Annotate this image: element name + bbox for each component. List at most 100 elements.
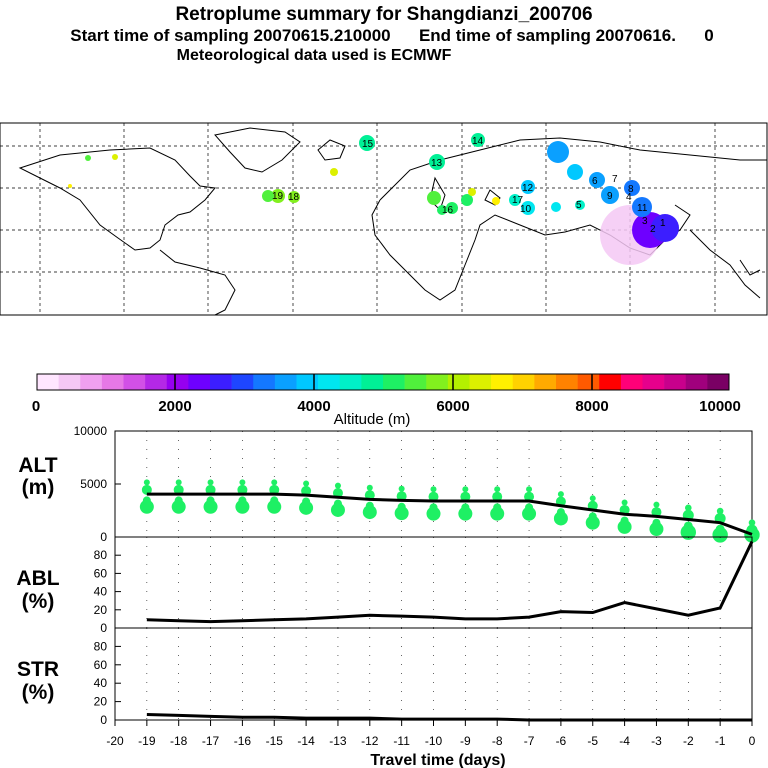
map-label-17: 17 bbox=[512, 195, 524, 206]
x-tick-label: -5 bbox=[587, 734, 598, 748]
alt-point bbox=[175, 479, 182, 486]
map-label-1: 1 bbox=[660, 218, 666, 229]
alt-point bbox=[235, 499, 250, 514]
x-tick-label: -4 bbox=[619, 734, 630, 748]
x-tick-label: 0 bbox=[749, 734, 756, 748]
colorbar-cell bbox=[534, 374, 557, 390]
alt-point bbox=[171, 499, 186, 514]
alt-point bbox=[271, 479, 278, 486]
alt-point bbox=[141, 484, 152, 495]
panel-unit-abl: (%) bbox=[22, 590, 55, 613]
x-tick-label: -9 bbox=[460, 734, 471, 748]
colorbar-cell bbox=[166, 374, 189, 390]
x-tick-label: -12 bbox=[361, 734, 379, 748]
colorbar-cell bbox=[231, 374, 254, 390]
colorbar-cell bbox=[469, 374, 492, 390]
colorbar-frame bbox=[36, 373, 730, 391]
colorbar-tick-2000: 2000 bbox=[158, 398, 191, 415]
map-label-14: 14 bbox=[472, 136, 484, 147]
alt-point bbox=[428, 491, 439, 502]
colorbar-tick-8000: 8000 bbox=[575, 398, 608, 415]
colorbar-cell bbox=[447, 374, 470, 390]
panel-label-alt: ALT bbox=[18, 454, 57, 477]
x-axis-label: Travel time (days) bbox=[370, 752, 505, 768]
x-tick-label: -20 bbox=[106, 734, 124, 748]
alt-point bbox=[302, 497, 311, 506]
alt-point bbox=[299, 500, 314, 515]
x-tick-label: -19 bbox=[138, 734, 156, 748]
alt-point bbox=[462, 486, 469, 493]
map-labels: 15 14 13 12 11 10 9 8 7 6 5 4 3 2 1 19 1… bbox=[272, 136, 666, 235]
alt-point bbox=[174, 496, 183, 505]
alt-point bbox=[651, 507, 662, 518]
alt-point bbox=[303, 480, 310, 487]
colorbar-cell bbox=[491, 374, 514, 390]
map-label-15: 15 bbox=[362, 139, 374, 150]
alt-point bbox=[589, 495, 596, 502]
alt-point bbox=[394, 506, 409, 521]
alt-point bbox=[429, 503, 438, 512]
alt-point bbox=[716, 507, 724, 515]
map-label-2: 2 bbox=[650, 224, 656, 235]
colorbar-cell bbox=[296, 374, 319, 390]
colorbar-cell bbox=[339, 374, 362, 390]
colorbar-tick-6000: 6000 bbox=[436, 398, 469, 415]
colorbar-cell bbox=[58, 374, 81, 390]
map-label-16: 16 bbox=[442, 205, 454, 216]
alt-point bbox=[365, 501, 374, 510]
colorbar-cell bbox=[274, 374, 297, 390]
alt-point bbox=[649, 522, 664, 537]
x-tick-label: -18 bbox=[170, 734, 188, 748]
colorbar-cell bbox=[620, 374, 643, 390]
x-tick-label: -3 bbox=[651, 734, 662, 748]
alt-point bbox=[398, 485, 405, 492]
alt-point bbox=[748, 519, 756, 526]
met-data-note: Meteorological data used is ECMWF bbox=[176, 47, 452, 64]
colorbar-cell bbox=[383, 374, 405, 390]
y-tick-label: 80 bbox=[94, 548, 108, 562]
map-label-11: 11 bbox=[637, 203, 648, 214]
alt-point bbox=[301, 485, 312, 496]
alt-point bbox=[490, 506, 505, 521]
colorbar-cell bbox=[37, 374, 59, 390]
x-tick-label: -10 bbox=[425, 734, 443, 748]
alt-point bbox=[620, 516, 629, 525]
alt-point bbox=[334, 482, 341, 489]
colorbar-cell bbox=[123, 374, 146, 390]
colorbar-tick-0: 0 bbox=[32, 398, 40, 415]
x-tick-label: -1 bbox=[715, 734, 726, 748]
y-tick-label: 20 bbox=[94, 603, 108, 617]
alt-point bbox=[652, 518, 661, 527]
alt-point bbox=[653, 501, 660, 508]
alt-point bbox=[617, 519, 632, 534]
panel-unit-str: (%) bbox=[22, 681, 55, 704]
alt-point bbox=[206, 496, 215, 505]
alt-point bbox=[556, 508, 565, 517]
colorbar-cell bbox=[80, 374, 103, 390]
chart-title: Retroplume summary for Shangdianzi_20070… bbox=[175, 4, 593, 25]
colorbar-cell bbox=[318, 374, 341, 390]
panel-unit-alt: (m) bbox=[22, 476, 55, 499]
alt-point bbox=[588, 512, 597, 521]
alt-point bbox=[205, 484, 216, 495]
panel-label-abl: ABL bbox=[16, 567, 59, 590]
x-tick-label: -15 bbox=[266, 734, 284, 748]
series-line-alt bbox=[146, 492, 753, 536]
alt-point bbox=[207, 479, 214, 486]
x-tick-label: -2 bbox=[683, 734, 694, 748]
y-tick-label: 0 bbox=[100, 621, 107, 635]
map-label-12: 12 bbox=[522, 183, 534, 194]
alt-point bbox=[366, 484, 373, 491]
altitude-colorbar bbox=[36, 373, 730, 391]
alt-point bbox=[364, 490, 375, 501]
map-label-3: 3 bbox=[642, 216, 648, 227]
alt-point bbox=[139, 499, 154, 514]
colorbar-tick-4000: 4000 bbox=[297, 398, 330, 415]
colorbar-cell bbox=[556, 374, 578, 390]
panel-label-str: STR bbox=[17, 658, 59, 681]
alt-point bbox=[524, 491, 535, 502]
alt-point bbox=[680, 524, 696, 540]
y-tick-label: 40 bbox=[94, 585, 108, 599]
colorbar-cell bbox=[188, 374, 211, 390]
